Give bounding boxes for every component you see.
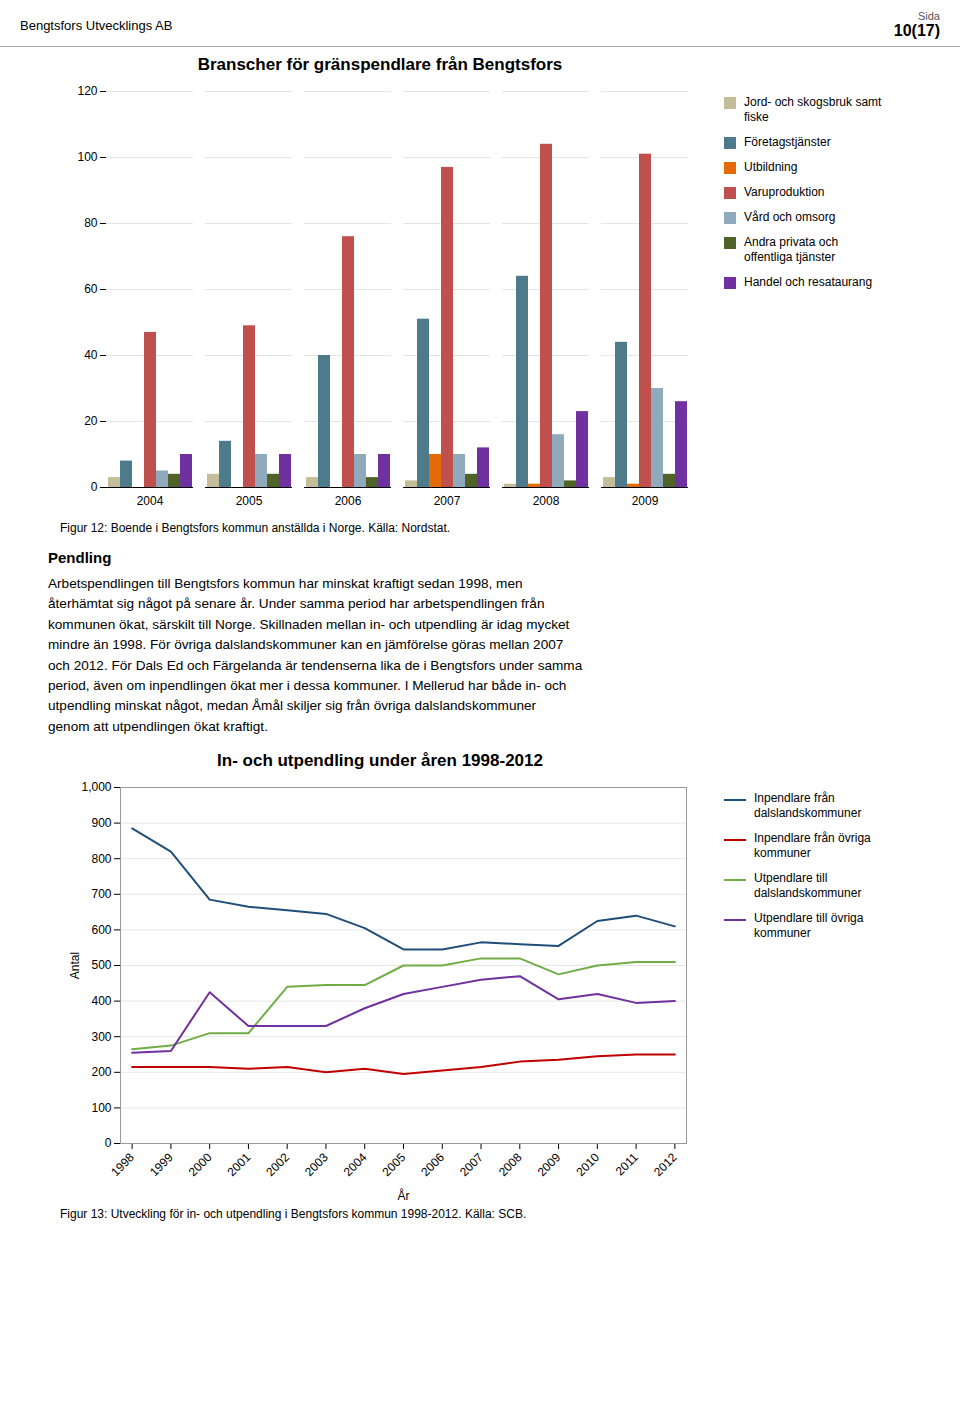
html-text:Bengtsfors Utvecklings AB: Bengtsfors Utvecklings AB [20,18,173,33]
svg-text:900: 900 [91,816,111,830]
svg-text:2003: 2003 [302,1150,331,1179]
html-text:Inpendlare från dalslandskommu: Inpendlare från dalslandskommuner [754,791,862,821]
svg-text:1,000: 1,000 [81,780,111,794]
svg-text:40: 40 [84,348,98,362]
html-text:genom att utpendlingen ökat kr: genom att utpendlingen ökat kraftigt. [48,718,268,734]
html-text:utpendling minskat något, meda: utpendling minskat något, medan Åmål ski… [48,698,537,714]
svg-text:2005: 2005 [236,494,263,508]
svg-text:2010: 2010 [573,1150,602,1179]
svg-text:Antal: Antal [68,952,82,979]
html-text:Utpendlare till övriga kommune: Utpendlare till övriga kommuner [754,911,864,941]
html-text:Figur 12: Boende i Bengtsfors: Figur 12: Boende i Bengtsfors kommun ans… [60,521,451,535]
svg-text:2000: 2000 [186,1150,215,1179]
svg-text:2004: 2004 [137,494,164,508]
html-text:Andra privata och offentliga t: Andra privata och offentliga tjänster [744,235,839,264]
svg-text:400: 400 [91,994,111,1008]
html-text:och 2012. För Dals Ed och Färg: och 2012. För Dals Ed och Färgelanda är … [48,657,583,673]
html-text:Sida: Sida [918,10,940,22]
svg-text:100: 100 [91,1101,111,1115]
html-text:Pendling: Pendling [48,549,112,566]
svg-text:År: År [398,1188,410,1203]
svg-text:0: 0 [105,1136,112,1150]
svg-text:2007: 2007 [434,494,461,508]
svg-text:20: 20 [84,414,98,428]
svg-text:2011: 2011 [613,1150,641,1178]
svg-text:2006: 2006 [418,1150,447,1179]
svg-text:1999: 1999 [147,1150,176,1179]
svg-text:80: 80 [84,216,98,230]
html-text:Vård och omsorg: Vård och omsorg [744,210,836,224]
svg-text:2001: 2001 [224,1150,253,1179]
svg-text:2009: 2009 [535,1150,564,1179]
html-text:Företagstjänster: Företagstjänster [744,135,831,149]
html-text:Utbildning: Utbildning [744,160,798,174]
svg-text:500: 500 [91,958,111,972]
html-text:Utpendlare till dalslandskommu: Utpendlare till dalslandskommuner [754,871,862,901]
svg-text:2002: 2002 [263,1150,292,1179]
html-text:mindre än 1998. För övriga dal: mindre än 1998. För övriga dalslandskomm… [48,637,564,653]
html-text:Arbetspendlingen till Bengtsfo: Arbetspendlingen till Bengtsfors kommun … [48,576,523,591]
svg-text:300: 300 [91,1030,111,1044]
svg-text:2009: 2009 [632,494,659,508]
svg-text:1998: 1998 [108,1150,137,1179]
html-text:kommunen ökat, särskilt till N: kommunen ökat, särskilt till Norge. Skil… [48,616,570,632]
html-text:In- och utpendling under åren: In- och utpendling under åren 1998-2012 [217,751,543,771]
svg-text:2008: 2008 [496,1150,525,1179]
svg-text:60: 60 [84,282,98,296]
svg-text:100: 100 [77,150,97,164]
svg-text:2008: 2008 [533,494,560,508]
svg-text:2004: 2004 [341,1150,370,1179]
html-text:10(17): 10(17) [893,22,940,39]
svg-text:2006: 2006 [335,494,362,508]
svg-text:700: 700 [91,887,111,901]
svg-text:2012: 2012 [651,1150,680,1179]
svg-text:2007: 2007 [457,1150,486,1179]
html-text:Figur 13: Utveckling för in- o: Figur 13: Utveckling för in- och utpendl… [60,1207,527,1222]
svg-text:120: 120 [77,84,97,98]
html-text:återhämtat sig något på senare: återhämtat sig något på senare år. Under… [48,596,545,612]
html-text:Jord- och skogsbruk samt fiske: Jord- och skogsbruk samt fiske [744,95,882,124]
html-text:period, även om inpendlingen ö: period, även om inpendlingen ökat mer i … [48,678,567,693]
svg-text:800: 800 [91,852,111,866]
html-text:Branscher för gränspendlare fr: Branscher för gränspendlare från Bengtsf… [197,55,563,74]
html-text:Handel och resataurang: Handel och resataurang [744,275,873,289]
svg-text:2005: 2005 [380,1150,409,1179]
html-text:Inpendlare från övriga kommune: Inpendlare från övriga kommuner [754,831,871,861]
svg-text:200: 200 [91,1065,111,1079]
svg-text:0: 0 [91,480,98,494]
svg-text:600: 600 [91,923,111,937]
html-text:Varuproduktion: Varuproduktion [744,185,825,199]
